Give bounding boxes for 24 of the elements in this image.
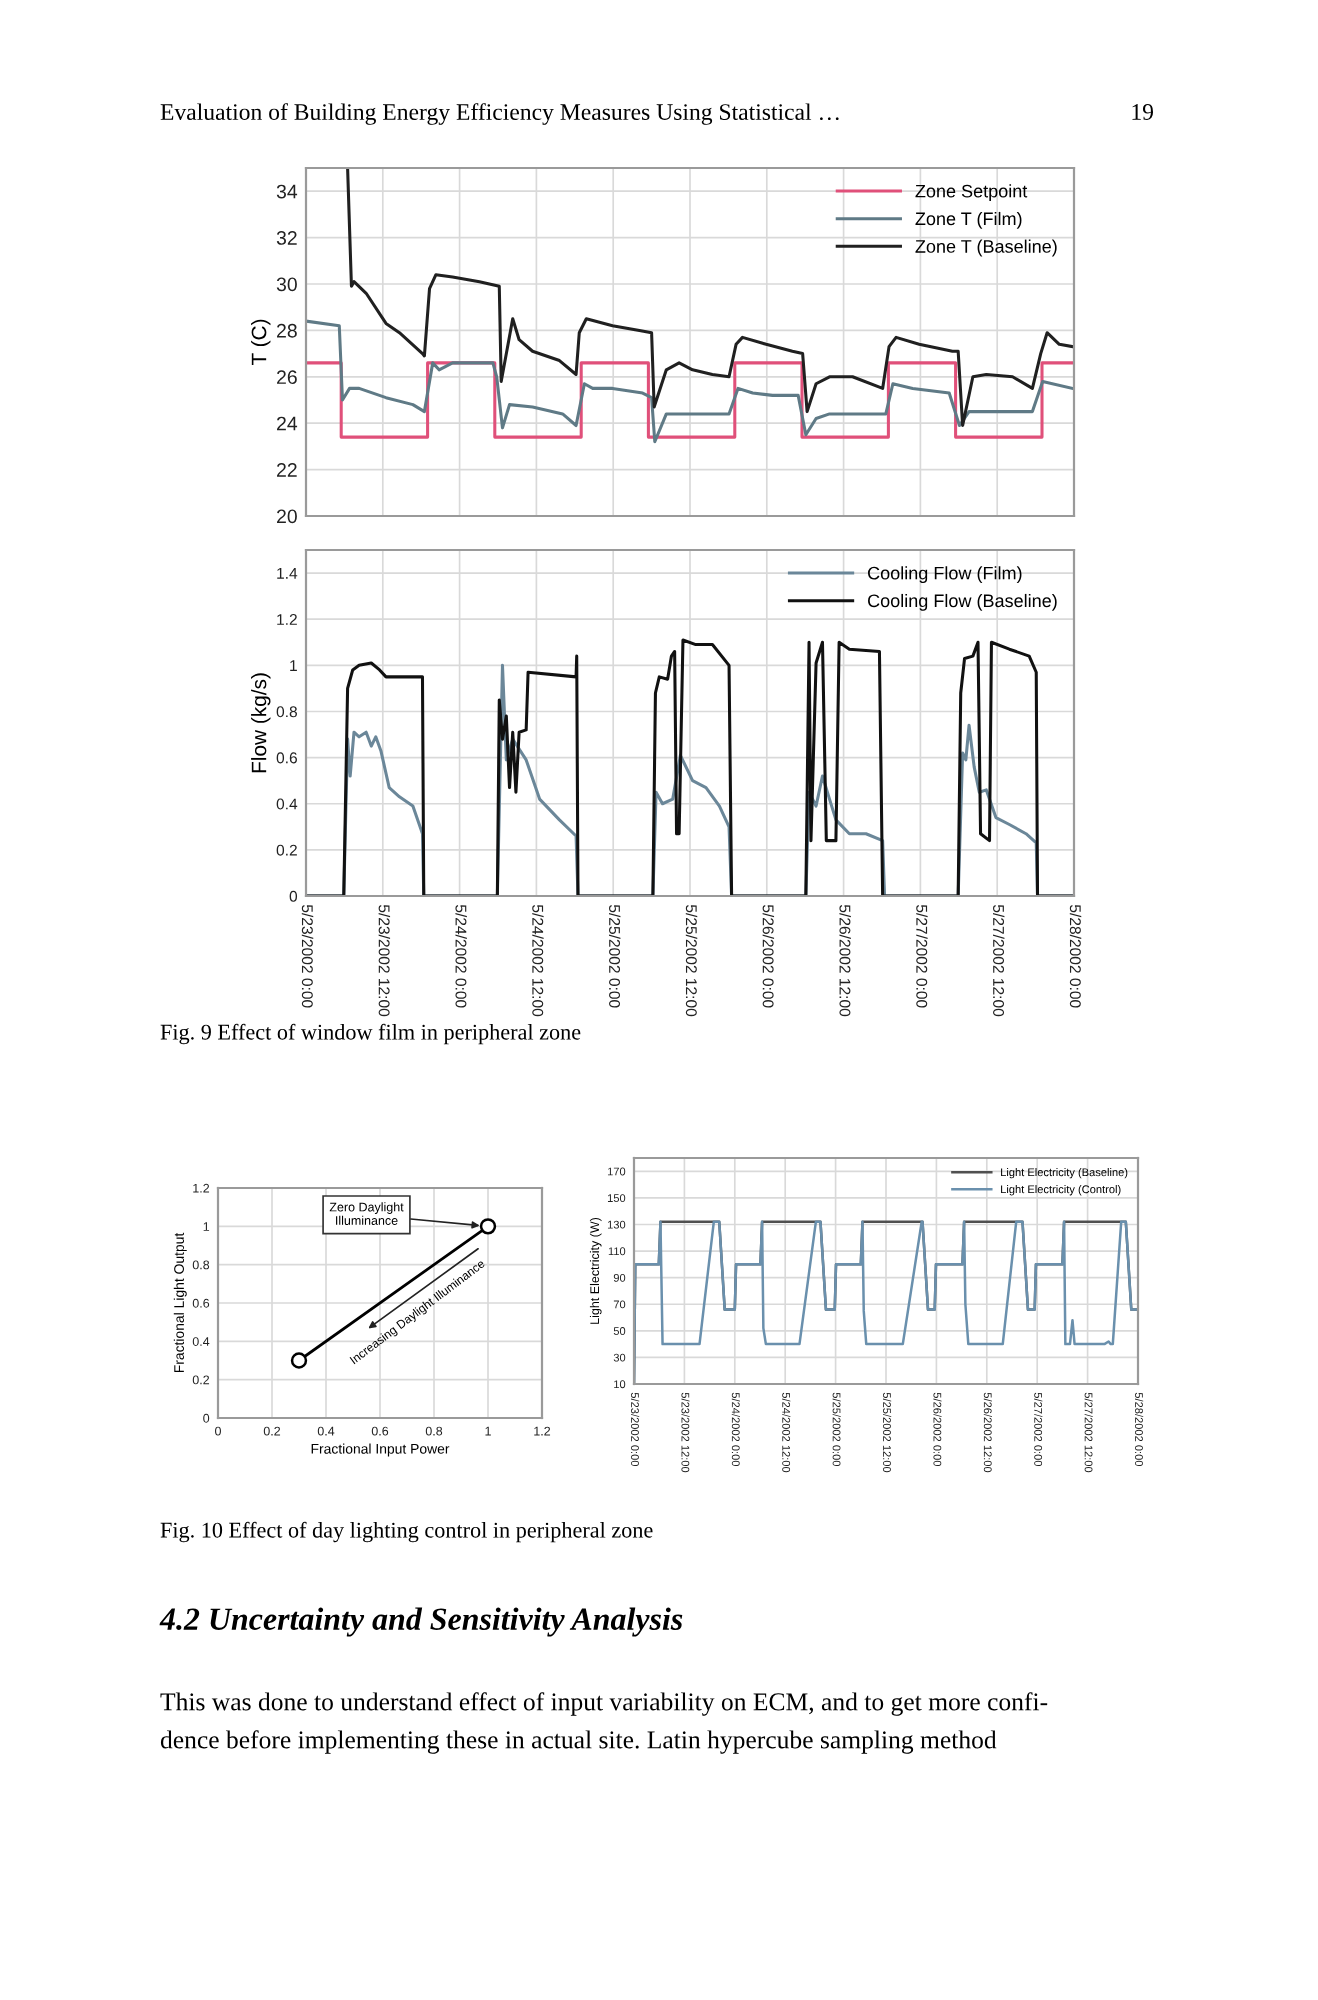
text: This was done to understand effect of input variability on ECM, and to get more confi- (160, 1692, 1048, 1716)
legend-label: Cooling Flow (Film) (868, 566, 1022, 584)
y-tick-label: 32 (276, 231, 297, 245)
text: dence before implementing these in actual site. Latin hypercube sampling method (160, 1730, 997, 1754)
y-tick-label: 24 (277, 416, 298, 431)
y-tick-label: 20 (277, 509, 297, 524)
y-tick-label: 28 (277, 323, 297, 338)
line-series (306, 319, 1074, 444)
y-tick-label: 22 (277, 463, 297, 477)
y-axis-title: Flow (kg/s) (251, 673, 271, 773)
legend-label: Zone T (Film) (915, 211, 1022, 229)
y-axis-title: T (C) (251, 319, 271, 366)
legend-label: Cooling Flow (Baseline) (868, 593, 1057, 611)
legend-label: Zone T (Baseline) (915, 239, 1057, 257)
y-tick-label: 34 (276, 184, 298, 199)
text: 4.2 Uncertainty and Sensitivity Analysis (159, 1607, 683, 1637)
text: Evaluation of Building Energy Efficiency Measures Using Statistical … (160, 103, 839, 125)
text: 19 (1132, 104, 1154, 120)
y-tick-label: 30 (276, 277, 297, 292)
line-series (346, 168, 1074, 428)
caption: Fig. 10 Effect of day lighting control in peripheral zone (160, 1521, 653, 1543)
caption: Fig. 9 Effect of window film in peripheral zone (160, 1023, 581, 1045)
y-tick-label: 26 (277, 370, 297, 385)
legend-label: Zone Setpoint (915, 184, 1028, 202)
